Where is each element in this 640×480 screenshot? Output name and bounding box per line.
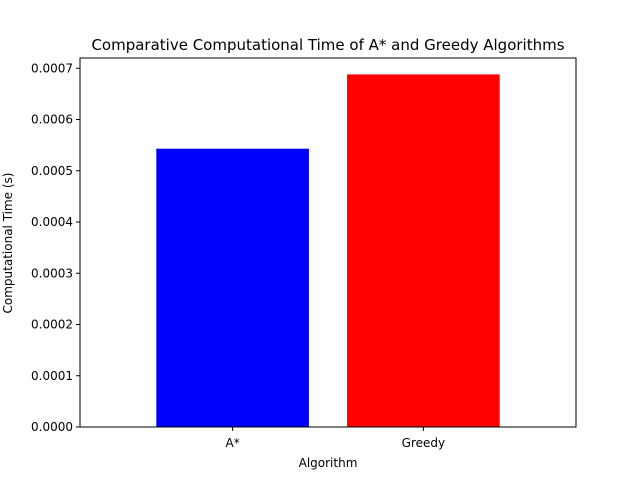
y-tick-label: 0.0004	[31, 215, 73, 229]
bars	[156, 74, 500, 428]
y-tick-label: 0.0001	[31, 369, 73, 383]
y-tick-label: 0.0005	[31, 164, 73, 178]
plot-frame	[79, 57, 577, 428]
y-tick-label: 0.0007	[31, 61, 73, 75]
x-axis-ticks: A* Greedy	[226, 427, 445, 450]
y-tick-label: 0.0006	[31, 113, 73, 127]
bar-greedy	[347, 74, 500, 428]
y-tick-label: 0.0000	[31, 420, 73, 434]
bar-astar	[156, 148, 309, 427]
y-tick-label: 0.0003	[31, 266, 73, 280]
x-axis-label: Algorithm	[299, 456, 358, 470]
x-tick-label: Greedy	[402, 436, 445, 450]
y-tick-label: 0.0002	[31, 318, 73, 332]
x-tick-label: A*	[226, 436, 240, 450]
y-axis-ticks: 0.0000 0.0001 0.0002 0.0003 0.0004 0.0005 0.00…	[31, 61, 80, 434]
chart-title: Comparative Computational Time of A* and…	[91, 36, 564, 54]
y-axis-label: Computational Time (s)	[1, 173, 15, 314]
